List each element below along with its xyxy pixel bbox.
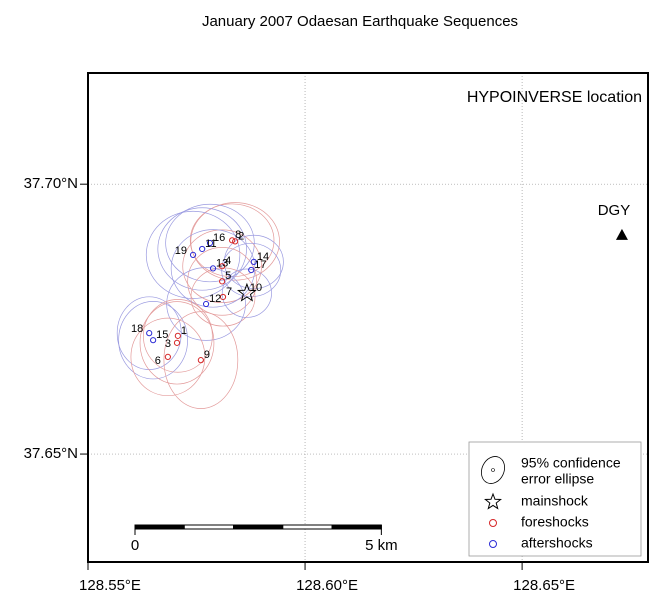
event-label: 14 xyxy=(257,251,269,263)
legend-star xyxy=(484,492,502,510)
event-label: 13 xyxy=(216,257,228,269)
legend-text: mainshock xyxy=(521,493,589,509)
x-tick-label: 128.60°E xyxy=(296,577,358,594)
event-label: 2 xyxy=(238,230,244,242)
scalebar-segment xyxy=(331,524,382,530)
event-foreshock xyxy=(173,339,181,346)
map-frame xyxy=(87,72,649,563)
event-aftershock xyxy=(248,266,255,274)
error-ellipse xyxy=(170,229,256,308)
legend-foreshock xyxy=(489,519,497,527)
event-label: 1 xyxy=(181,325,187,337)
event-aftershock xyxy=(189,251,197,258)
event-label: 18 xyxy=(131,323,143,335)
event-label: 5 xyxy=(225,270,231,282)
legend-text: error ellipse xyxy=(521,471,594,487)
event-foreshock xyxy=(232,238,239,245)
event-foreshock xyxy=(229,237,236,244)
legend-dot xyxy=(491,468,495,472)
scalebar-segment xyxy=(282,524,333,530)
scalebar-label: 5 km xyxy=(365,537,398,554)
error-ellipse xyxy=(190,202,280,281)
event-aftershock xyxy=(146,330,153,337)
event-label: 17 xyxy=(254,259,266,271)
event-aftershock xyxy=(206,239,214,247)
event-foreshock xyxy=(219,263,226,270)
legend-ellipse xyxy=(481,456,505,484)
event-foreshock xyxy=(164,353,171,361)
event-foreshock xyxy=(174,332,181,339)
y-tick-label: 37.70°N xyxy=(24,175,78,192)
error-ellipse xyxy=(145,210,241,299)
event-label: 12 xyxy=(209,293,221,305)
error-ellipse xyxy=(187,247,257,316)
error-ellipse xyxy=(166,267,246,341)
station-label: DGY xyxy=(598,202,631,219)
event-aftershock xyxy=(202,300,210,308)
x-tick-label: 128.55°E xyxy=(79,577,141,594)
annotation: HYPOINVERSE location xyxy=(467,89,642,106)
event-label: 10 xyxy=(250,282,262,294)
x-tick-label: 128.65°E xyxy=(513,577,575,594)
event-label: 16 xyxy=(213,232,225,244)
scalebar-segment xyxy=(183,524,235,530)
event-label: 11 xyxy=(205,238,216,250)
scalebar-segment xyxy=(134,524,185,530)
error-ellipse xyxy=(190,267,256,327)
legend-text: 95% confidence xyxy=(521,455,621,471)
event-label: 6 xyxy=(155,355,161,367)
scalebar-label: 0 xyxy=(131,537,139,554)
legend-text: foreshocks xyxy=(521,514,589,530)
event-aftershock xyxy=(209,265,217,272)
event-foreshock xyxy=(219,278,226,285)
event-label: 9 xyxy=(204,349,210,361)
error-ellipse xyxy=(163,311,239,409)
error-ellipse xyxy=(157,207,247,291)
event-label: 4 xyxy=(225,255,231,267)
legend-text: aftershocks xyxy=(521,535,593,551)
scalebar-segment xyxy=(233,524,284,530)
event-label: 7 xyxy=(226,286,232,298)
event-aftershock xyxy=(250,258,257,266)
error-ellipse xyxy=(118,301,188,380)
error-ellipse xyxy=(165,203,255,283)
legend-aftershock xyxy=(489,540,497,548)
y-tick-label: 37.65°N xyxy=(24,445,78,462)
event-label: 3 xyxy=(165,338,171,350)
station-marker xyxy=(615,228,628,240)
error-ellipse xyxy=(221,268,272,318)
event-aftershock xyxy=(199,245,206,253)
event-foreshock xyxy=(219,293,227,301)
map-title: January 2007 Odaesan Earthquake Sequence… xyxy=(202,13,518,30)
error-ellipse xyxy=(130,317,206,397)
error-ellipse xyxy=(143,299,213,373)
event-aftershock xyxy=(150,337,157,344)
error-ellipse xyxy=(139,301,215,385)
error-ellipse xyxy=(182,229,262,303)
event-label: 15 xyxy=(156,329,168,341)
event-label: 8 xyxy=(235,229,241,241)
event-foreshock xyxy=(197,357,204,364)
mainshock-star xyxy=(236,282,257,302)
event-label: 19 xyxy=(175,245,187,257)
